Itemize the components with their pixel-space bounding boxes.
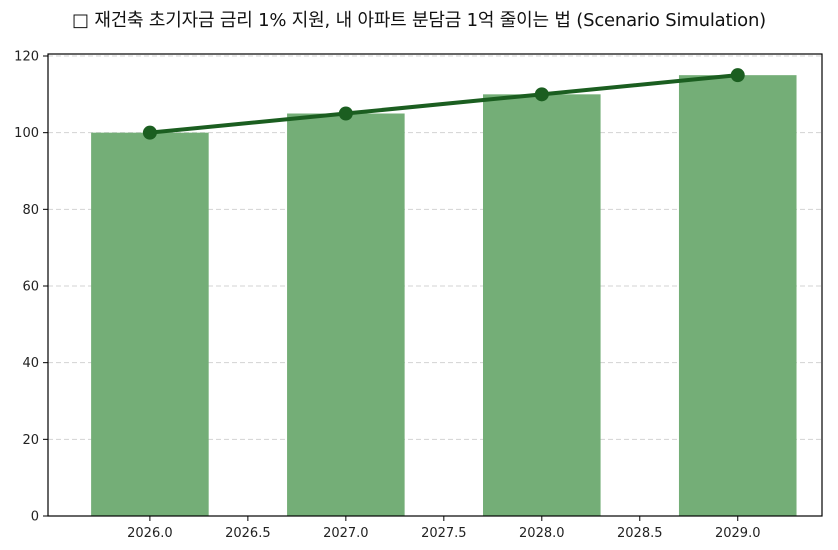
y-tick-label: 80: [22, 203, 39, 218]
axes-frame: [47, 53, 823, 517]
x-tick-label: 2027.5: [421, 526, 467, 541]
bar-series: [91, 75, 797, 517]
marker-dot-icon: [142, 125, 157, 140]
x-tick-label: 2026.5: [225, 526, 271, 541]
marker-dot-icon: [534, 87, 549, 102]
plot-frame: [47, 53, 823, 517]
marker-dot-icon: [338, 106, 353, 121]
y-tick-label: 0: [31, 510, 39, 525]
x-tick-label: 2029.0: [715, 526, 761, 541]
y-tick-label: 20: [22, 433, 39, 448]
x-tick-label: 2027.0: [323, 526, 369, 541]
x-axis-ticks: 2026.0 2026.5 2027.0 2027.5 2028.0 2028.5 2029…: [127, 516, 760, 541]
y-tick-label: 120: [14, 50, 39, 65]
y-tick-label: 60: [22, 280, 39, 295]
y-tick-label: 40: [22, 356, 39, 371]
bar-2026: [91, 132, 209, 516]
x-tick-label: 2028.0: [519, 526, 565, 541]
marker-dot-icon: [730, 68, 745, 83]
bar-2029: [678, 75, 797, 517]
x-tick-label: 2028.5: [617, 526, 663, 541]
y-tick-label: 100: [14, 126, 39, 141]
bar-2028: [483, 94, 601, 516]
bar-2027: [287, 113, 405, 516]
trend-line: [149, 73, 738, 135]
line-series: [142, 68, 745, 140]
x-tick-label: 2026.0: [127, 526, 173, 541]
y-axis-ticks: 0 20 40 60 80 100 120: [14, 50, 48, 525]
chart-title: □ 재건축 초기자금 금리 1% 지원, 내 아파트 분담금 1억 줄이는 법 …: [72, 10, 766, 31]
